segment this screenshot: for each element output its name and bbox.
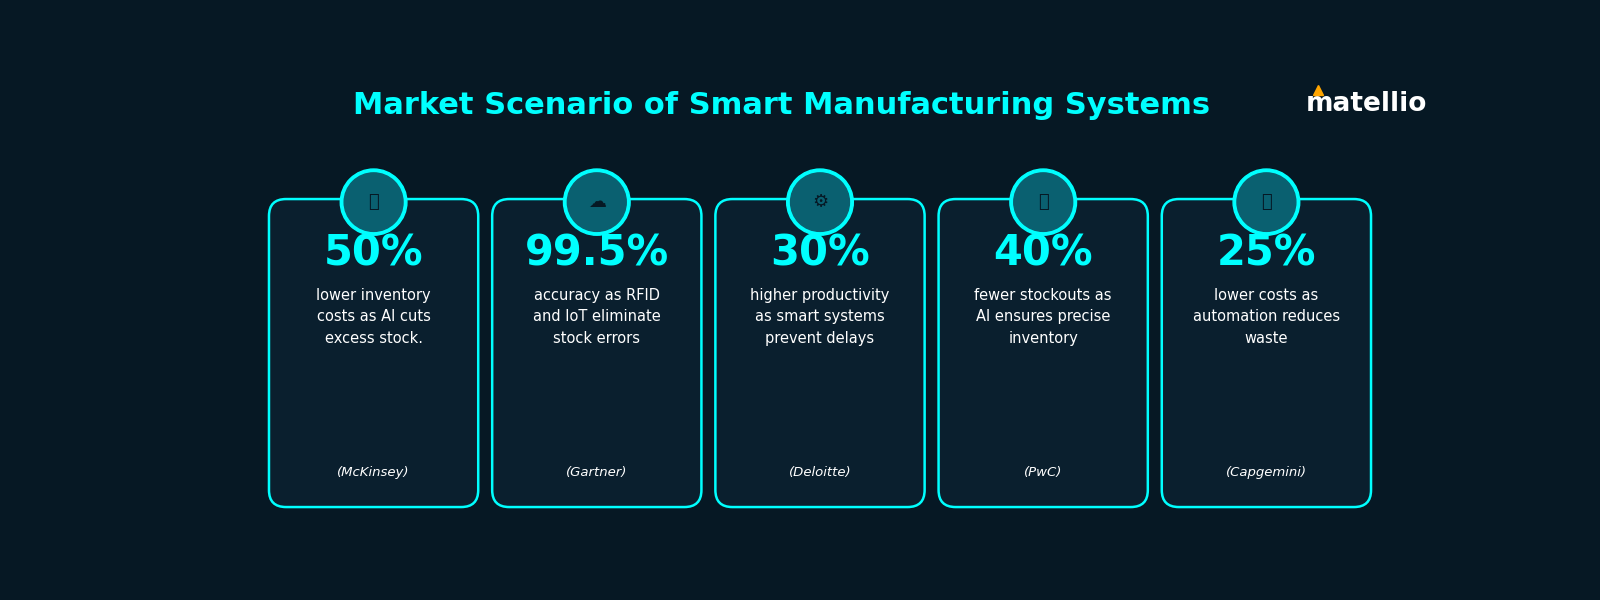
Text: (Capgemini): (Capgemini) <box>1226 466 1307 479</box>
Circle shape <box>787 169 853 235</box>
Text: 40%: 40% <box>994 232 1093 274</box>
Text: 🗑: 🗑 <box>1261 193 1272 211</box>
Circle shape <box>563 169 630 235</box>
Text: matellio: matellio <box>1306 91 1427 117</box>
Text: Market Scenario of Smart Manufacturing Systems: Market Scenario of Smart Manufacturing S… <box>352 91 1210 120</box>
Text: 50%: 50% <box>323 232 424 274</box>
Text: accuracy as RFID
and IoT eliminate
stock errors: accuracy as RFID and IoT eliminate stock… <box>533 287 661 346</box>
Circle shape <box>1010 169 1077 235</box>
Text: 30%: 30% <box>770 232 870 274</box>
Text: 💲: 💲 <box>368 193 379 211</box>
Circle shape <box>341 169 406 235</box>
Text: (Deloitte): (Deloitte) <box>789 466 851 479</box>
FancyBboxPatch shape <box>269 199 478 507</box>
Text: 📦: 📦 <box>1038 193 1048 211</box>
Circle shape <box>1014 173 1072 232</box>
FancyBboxPatch shape <box>493 199 701 507</box>
Text: 99.5%: 99.5% <box>525 232 669 274</box>
Text: (Gartner): (Gartner) <box>566 466 627 479</box>
Circle shape <box>790 173 850 232</box>
Text: (McKinsey): (McKinsey) <box>338 466 410 479</box>
Circle shape <box>1237 173 1296 232</box>
Text: higher productivity
as smart systems
prevent delays: higher productivity as smart systems pre… <box>750 287 890 346</box>
Text: ☁: ☁ <box>587 193 606 211</box>
Text: (PwC): (PwC) <box>1024 466 1062 479</box>
Text: ⚙: ⚙ <box>811 193 829 211</box>
FancyBboxPatch shape <box>1162 199 1371 507</box>
Text: lower inventory
costs as AI cuts
excess stock.: lower inventory costs as AI cuts excess … <box>317 287 430 346</box>
Circle shape <box>1234 169 1299 235</box>
Text: lower costs as
automation reduces
waste: lower costs as automation reduces waste <box>1194 287 1339 346</box>
Circle shape <box>344 173 403 232</box>
FancyBboxPatch shape <box>715 199 925 507</box>
Text: 25%: 25% <box>1216 232 1317 274</box>
Text: fewer stockouts as
AI ensures precise
inventory: fewer stockouts as AI ensures precise in… <box>974 287 1112 346</box>
Circle shape <box>568 173 626 232</box>
FancyBboxPatch shape <box>939 199 1147 507</box>
